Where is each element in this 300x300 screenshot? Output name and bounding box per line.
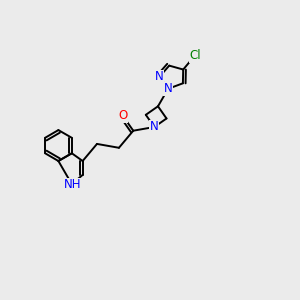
Text: N: N	[164, 82, 172, 95]
Text: O: O	[118, 109, 127, 122]
Text: N: N	[155, 70, 164, 83]
Text: NH: NH	[63, 178, 81, 191]
Text: N: N	[150, 121, 159, 134]
Text: Cl: Cl	[189, 49, 201, 62]
